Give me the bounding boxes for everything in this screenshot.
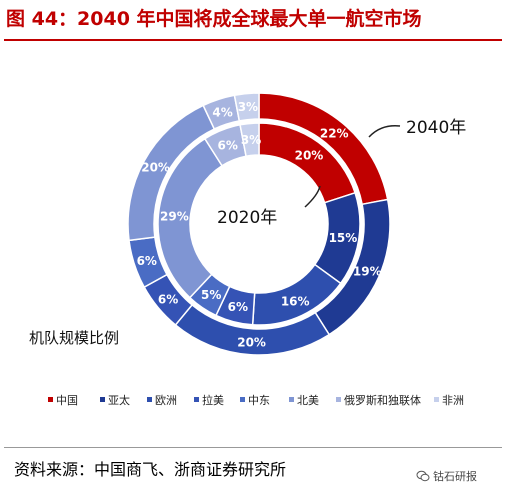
- legend-item-5: 北美: [297, 394, 319, 407]
- source-note: 资料来源：中国商飞、浙商证券研究所: [14, 460, 287, 479]
- slice-label-outer-2: 20%: [237, 335, 266, 349]
- legend-item-1: 亚太: [108, 394, 130, 407]
- figure-title: 图 44：2040 年中国将成全球最大单一航空市场: [6, 8, 422, 30]
- slice-inner-7: [239, 122, 260, 158]
- wechat-icon: [416, 470, 430, 482]
- slice-label-inner-2: 16%: [281, 294, 310, 308]
- watermark: 钴石研报: [416, 468, 477, 484]
- inner-ring-pointer: [304, 185, 321, 208]
- legend-item-4: 中东: [248, 394, 270, 407]
- fleet-share-label: 机队规模比例: [29, 329, 119, 347]
- legend-swatch-2: [147, 397, 152, 402]
- slice-label-outer-4: 6%: [137, 254, 157, 268]
- slice-label-inner-5: 29%: [160, 210, 189, 224]
- slice-label-outer-1: 19%: [353, 264, 382, 278]
- source-divider: [4, 447, 502, 448]
- donut-chart: 22%19%20%6%6%20%4% 3%20%15%16%6%5%29%6% 3%…: [29, 92, 466, 407]
- legend-swatch-5: [289, 397, 294, 402]
- legend-swatch-0: [48, 397, 53, 402]
- slice-label-outer-7: 3%: [238, 100, 258, 114]
- slice-label-inner-4: 5%: [201, 288, 221, 302]
- legend-item-3: 拉美: [202, 393, 224, 407]
- legend-swatch-3: [194, 397, 199, 402]
- slice-outer-7: [233, 92, 260, 122]
- slice-label-outer-3: 6%: [158, 293, 178, 307]
- slice-label-inner-1: 15%: [329, 231, 358, 245]
- slice-label-inner-6: 6%: [218, 138, 238, 152]
- outer-ring-pointer: [368, 124, 401, 138]
- legend-item-7: 非洲: [442, 394, 464, 407]
- slice-label-outer-5: 20%: [141, 161, 170, 175]
- legend-item-2: 欧洲: [155, 394, 177, 407]
- inner-ring-label: 2020年: [217, 208, 277, 228]
- title-divider: [4, 39, 502, 41]
- outer-ring-label: 2040年: [406, 118, 466, 138]
- legend-item-6: 俄罗斯和独联体: [344, 393, 421, 407]
- legend-swatch-1: [100, 397, 105, 402]
- slice-label-outer-6: 4%: [212, 105, 232, 119]
- slice-label-inner-7: 3%: [241, 133, 261, 147]
- legend-item-0: 中国: [56, 394, 78, 407]
- watermark-label: 钴石研报: [433, 470, 477, 483]
- slice-label-inner-3: 6%: [228, 300, 248, 314]
- slice-label-inner-0: 20%: [295, 149, 324, 163]
- slice-label-outer-0: 22%: [320, 127, 349, 141]
- legend-swatch-6: [336, 397, 341, 402]
- legend-swatch-7: [434, 397, 439, 402]
- legend-swatch-4: [240, 397, 245, 402]
